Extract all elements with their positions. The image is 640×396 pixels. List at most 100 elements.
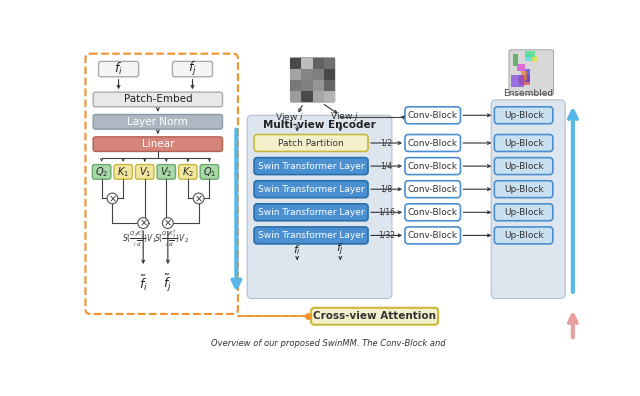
FancyBboxPatch shape xyxy=(494,158,553,175)
Text: $f_j$: $f_j$ xyxy=(336,242,344,258)
Bar xyxy=(511,75,524,87)
Text: $S(\frac{Q_2K_1^T}{\sqrt{d}})V_1$: $S(\frac{Q_2K_1^T}{\sqrt{d}})V_1$ xyxy=(122,228,157,248)
Bar xyxy=(324,57,335,69)
Text: Up-Block: Up-Block xyxy=(504,208,543,217)
Bar xyxy=(525,53,532,61)
Text: Conv-Block: Conv-Block xyxy=(408,231,458,240)
Text: $K_2$: $K_2$ xyxy=(182,165,194,179)
Circle shape xyxy=(138,218,148,228)
FancyBboxPatch shape xyxy=(114,165,132,179)
FancyBboxPatch shape xyxy=(254,227,368,244)
Text: Swin Transformer Layer: Swin Transformer Layer xyxy=(258,185,364,194)
FancyBboxPatch shape xyxy=(405,135,460,151)
Text: Cross-view Attention: Cross-view Attention xyxy=(313,311,436,321)
Bar xyxy=(525,69,530,82)
FancyBboxPatch shape xyxy=(494,204,553,221)
Text: Up-Block: Up-Block xyxy=(504,111,543,120)
Text: $S(\frac{Q_1K_2^T}{\sqrt{d}})V_2$: $S(\frac{Q_1K_2^T}{\sqrt{d}})V_2$ xyxy=(154,228,189,248)
Text: $V_1$: $V_1$ xyxy=(139,165,151,179)
FancyBboxPatch shape xyxy=(92,165,111,179)
Text: Swin Transformer Layer: Swin Transformer Layer xyxy=(258,208,364,217)
Text: Conv-Block: Conv-Block xyxy=(408,139,458,147)
Text: 1/16: 1/16 xyxy=(378,208,395,217)
FancyBboxPatch shape xyxy=(405,227,460,244)
Text: 1/32: 1/32 xyxy=(378,231,395,240)
FancyBboxPatch shape xyxy=(254,204,368,221)
Text: Up-Block: Up-Block xyxy=(504,231,543,240)
Bar xyxy=(517,64,525,71)
FancyBboxPatch shape xyxy=(172,61,212,77)
Bar xyxy=(521,71,527,80)
Bar xyxy=(519,75,530,85)
FancyBboxPatch shape xyxy=(494,227,553,244)
Text: Conv-Block: Conv-Block xyxy=(408,185,458,194)
Text: $Q_1$: $Q_1$ xyxy=(203,165,216,179)
Circle shape xyxy=(193,193,204,204)
Text: $K_1$: $K_1$ xyxy=(117,165,129,179)
Text: Patch Partition: Patch Partition xyxy=(278,139,344,147)
FancyBboxPatch shape xyxy=(179,165,197,179)
Bar xyxy=(312,91,324,102)
FancyBboxPatch shape xyxy=(86,54,238,314)
Circle shape xyxy=(163,218,173,228)
Bar xyxy=(531,55,538,62)
Bar xyxy=(291,91,301,102)
Bar xyxy=(291,57,301,69)
Text: View $i$: View $i$ xyxy=(275,111,304,122)
FancyBboxPatch shape xyxy=(509,50,554,95)
FancyBboxPatch shape xyxy=(136,165,154,179)
FancyBboxPatch shape xyxy=(494,181,553,198)
FancyBboxPatch shape xyxy=(254,135,368,151)
Text: $V_2$: $V_2$ xyxy=(160,165,172,179)
Text: $\times$: $\times$ xyxy=(194,194,203,204)
FancyBboxPatch shape xyxy=(93,114,223,129)
Text: 1/2: 1/2 xyxy=(380,139,392,147)
Bar xyxy=(301,69,312,80)
Text: Conv-Block: Conv-Block xyxy=(408,111,458,120)
FancyBboxPatch shape xyxy=(492,100,565,299)
Text: 1/4: 1/4 xyxy=(380,162,393,171)
FancyBboxPatch shape xyxy=(311,308,438,325)
Text: Patch-Embed: Patch-Embed xyxy=(124,95,192,105)
Bar xyxy=(291,69,301,80)
Text: $f_i$: $f_i$ xyxy=(114,61,123,77)
FancyBboxPatch shape xyxy=(494,107,553,124)
Bar xyxy=(312,69,324,80)
Bar xyxy=(301,80,312,91)
Bar xyxy=(301,91,312,102)
Text: $f_i$: $f_i$ xyxy=(293,243,301,257)
FancyBboxPatch shape xyxy=(405,204,460,221)
Bar xyxy=(324,80,335,91)
FancyBboxPatch shape xyxy=(405,107,460,124)
Text: Conv-Block: Conv-Block xyxy=(408,208,458,217)
FancyBboxPatch shape xyxy=(254,181,368,198)
Bar xyxy=(291,80,301,91)
Text: Up-Block: Up-Block xyxy=(504,139,543,147)
Text: $Q_2$: $Q_2$ xyxy=(95,165,108,179)
FancyBboxPatch shape xyxy=(200,165,219,179)
Bar xyxy=(513,54,518,66)
Text: Swin Transformer Layer: Swin Transformer Layer xyxy=(258,162,364,171)
Text: $\times$: $\times$ xyxy=(108,194,117,204)
FancyBboxPatch shape xyxy=(291,57,335,102)
Text: Ensembled: Ensembled xyxy=(503,89,553,98)
Circle shape xyxy=(107,193,118,204)
FancyBboxPatch shape xyxy=(247,115,392,299)
Text: Multi-view Encoder: Multi-view Encoder xyxy=(263,120,376,130)
Text: $\tilde{f}_j$: $\tilde{f}_j$ xyxy=(163,272,172,294)
Bar xyxy=(301,57,312,69)
Text: Layer Norm: Layer Norm xyxy=(127,117,188,127)
Text: Conv-Block: Conv-Block xyxy=(408,162,458,171)
Text: $\times$: $\times$ xyxy=(139,218,148,228)
FancyBboxPatch shape xyxy=(405,181,460,198)
Text: $\times$: $\times$ xyxy=(163,218,172,228)
Bar xyxy=(312,80,324,91)
FancyBboxPatch shape xyxy=(99,61,139,77)
FancyBboxPatch shape xyxy=(93,137,223,151)
Bar xyxy=(525,51,534,57)
Text: $\tilde{f}_i$: $\tilde{f}_i$ xyxy=(139,273,148,293)
Text: Swin Transformer Layer: Swin Transformer Layer xyxy=(258,231,364,240)
Bar xyxy=(312,57,324,69)
Text: $f_j$: $f_j$ xyxy=(188,60,197,78)
Text: 1/8: 1/8 xyxy=(380,185,392,194)
